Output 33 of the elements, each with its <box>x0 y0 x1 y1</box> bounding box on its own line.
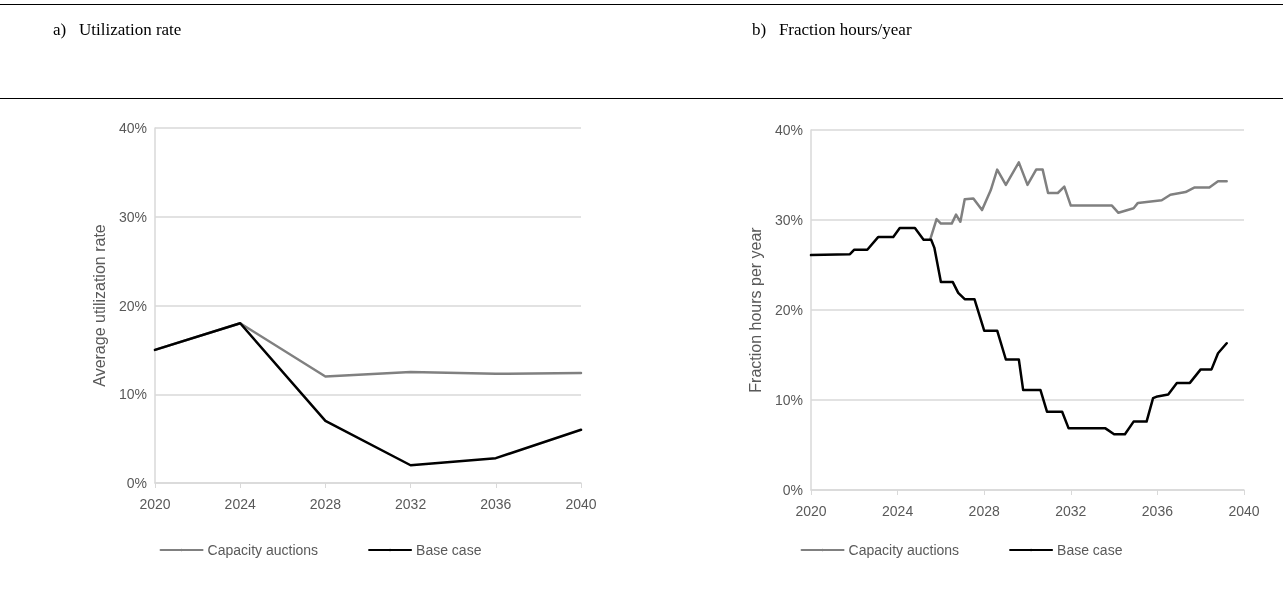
legend-label: Capacity auctions <box>207 542 319 558</box>
line-series <box>153 322 583 467</box>
y-tick-label: 10% <box>118 386 147 403</box>
y-tick-label: 40% <box>118 120 147 136</box>
x-tick-label: 2036 <box>1141 503 1174 519</box>
y-axis-title: Fraction hours per year <box>746 226 764 393</box>
x-tick-label: 2040 <box>1228 503 1260 519</box>
y-tick-label: 20% <box>118 297 147 314</box>
x-tick-label: 2040 <box>565 496 597 512</box>
x-tick-label: 2032 <box>395 496 427 512</box>
legend-label: Capacity auctions <box>848 542 960 558</box>
x-tick-label: 2032 <box>1055 503 1087 519</box>
y-tick-label: 40% <box>774 122 803 138</box>
y-tick-label: 10% <box>774 392 803 408</box>
x-tick-label: 2020 <box>139 496 171 512</box>
chart-title: b) Fraction hours/year <box>752 20 912 39</box>
x-tick-label: 2036 <box>480 496 512 512</box>
x-tick-label: 2028 <box>309 496 342 512</box>
legend-label: Base case <box>1057 542 1123 558</box>
y-tick-label: 30% <box>774 212 803 228</box>
x-tick-label: 2024 <box>224 496 256 512</box>
line-series <box>809 226 1228 436</box>
y-tick-label: 30% <box>118 208 147 225</box>
y-tick-label: 20% <box>774 302 803 318</box>
x-tick-label: 2020 <box>795 503 827 519</box>
x-tick-label: 2028 <box>968 503 1000 519</box>
chart-title: a) Utilization rate <box>53 20 182 39</box>
y-axis-title: Average utilization rate <box>90 224 108 387</box>
y-tick-label: 0% <box>126 475 147 491</box>
x-tick-label: 2024 <box>882 503 914 519</box>
line-series <box>928 161 1228 242</box>
legend-label: Base case <box>416 542 482 558</box>
y-tick-label: 0% <box>782 482 803 498</box>
